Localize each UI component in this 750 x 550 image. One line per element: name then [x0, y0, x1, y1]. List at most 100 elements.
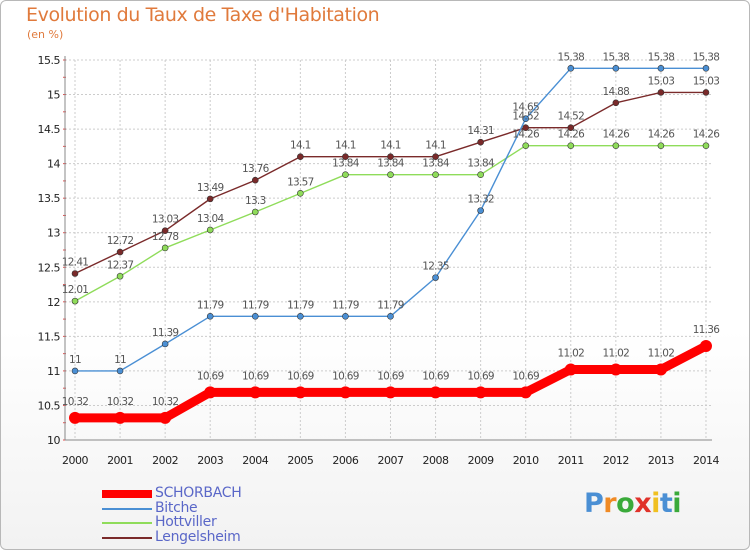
y-tick-label: 14.5 [38, 123, 61, 136]
data-point [657, 89, 665, 96]
data-label: 12.78 [152, 231, 179, 243]
data-label: 14.1 [425, 140, 446, 152]
data-point [206, 226, 214, 234]
data-point [71, 270, 79, 277]
data-point [432, 153, 439, 161]
data-label: 14.52 [512, 111, 539, 123]
data-label: 14.1 [380, 140, 401, 152]
series-lines [69, 64, 712, 424]
data-point [339, 386, 352, 399]
data-point [612, 142, 620, 149]
data-point [612, 99, 620, 107]
legend-label: Hottviller [155, 514, 217, 530]
data-point [161, 227, 169, 234]
data-point [294, 386, 307, 399]
x-tick-label: 2004 [242, 454, 268, 467]
data-point [702, 89, 710, 96]
data-point [477, 138, 484, 146]
data-label: 12.01 [62, 284, 89, 296]
data-point [251, 313, 259, 320]
data-label: 11.36 [693, 324, 721, 336]
data-point [342, 171, 349, 178]
data-label: 10.69 [422, 370, 449, 382]
legend-label: Bitche [155, 499, 198, 516]
data-label: 14.52 [557, 111, 584, 123]
data-point [206, 313, 214, 320]
logo-letter: r [603, 488, 617, 519]
data-label: 10.69 [332, 370, 359, 382]
data-label: 13.3 [245, 195, 266, 207]
x-tick-label: 2011 [558, 454, 584, 467]
data-point [519, 386, 532, 399]
data-label: 10.69 [377, 370, 404, 382]
x-tick-label: 2007 [377, 454, 403, 467]
x-tick-label: 2001 [107, 454, 133, 467]
data-point [71, 367, 79, 375]
data-point [342, 313, 349, 320]
y-tick-label: 11 [47, 365, 60, 378]
logo-letter: i [672, 488, 682, 519]
data-label: 15.38 [603, 51, 630, 63]
data-point [567, 142, 575, 149]
data-label: 12.35 [422, 261, 449, 273]
data-point [387, 153, 394, 161]
data-label: 11.02 [648, 348, 675, 360]
data-point [654, 363, 667, 376]
data-label: 10.69 [287, 370, 314, 382]
data-point [702, 64, 710, 72]
data-point [297, 153, 304, 161]
y-tick-label: 12.5 [38, 261, 61, 274]
logo-letter: x [634, 488, 652, 519]
data-point [432, 274, 439, 281]
data-point [159, 411, 172, 424]
unit-label: (en %) [27, 28, 64, 41]
data-point [477, 207, 484, 214]
data-label: 11.02 [603, 348, 630, 360]
data-label: 15.38 [557, 51, 584, 63]
data-point [251, 208, 259, 216]
proxiti-logo: Proxiti [584, 488, 682, 519]
x-tick-label: 2009 [468, 454, 494, 467]
data-point [699, 340, 712, 353]
data-point [297, 190, 304, 197]
data-label: 13.32 [467, 194, 494, 206]
x-tick-label: 2010 [513, 454, 539, 467]
data-label: 13.03 [152, 214, 179, 226]
data-point [116, 367, 124, 375]
chart-title: Evolution du Taux de Taxe d'Habitation [26, 4, 380, 26]
y-tick-label: 10 [47, 434, 60, 447]
data-point [567, 64, 575, 72]
data-point [297, 313, 304, 320]
data-label: 13.84 [377, 158, 405, 170]
data-label: 14.31 [467, 125, 494, 137]
legend-swatch [102, 522, 152, 524]
data-label: 11.79 [287, 299, 314, 311]
data-label: 12.72 [107, 235, 134, 247]
legend-swatch [102, 507, 152, 510]
data-point [251, 176, 259, 184]
x-tick-label: 2012 [603, 454, 629, 467]
data-point [564, 363, 577, 376]
x-tick-label: 2002 [152, 454, 178, 467]
data-point [474, 386, 487, 399]
data-label: 15.38 [648, 51, 675, 63]
data-label: 11.79 [197, 299, 224, 311]
data-label: 13.84 [467, 158, 495, 170]
data-label: 10.32 [107, 396, 134, 408]
data-label: 10.69 [467, 370, 494, 382]
data-label: 14.1 [335, 140, 356, 152]
y-tick-label: 10.5 [38, 399, 61, 412]
data-point [387, 313, 394, 320]
data-label: 14.65 [512, 102, 539, 114]
data-point [116, 272, 124, 280]
data-point [161, 340, 169, 348]
legend-label: SCHORBACH [155, 485, 242, 501]
logo-letter: o [616, 488, 635, 519]
data-point [342, 153, 349, 161]
data-point [114, 411, 127, 424]
y-tick-label: 14 [47, 158, 60, 171]
data-point [432, 171, 439, 178]
legend-label: Lengelsheim [155, 528, 241, 545]
data-label: 15.03 [648, 75, 675, 87]
